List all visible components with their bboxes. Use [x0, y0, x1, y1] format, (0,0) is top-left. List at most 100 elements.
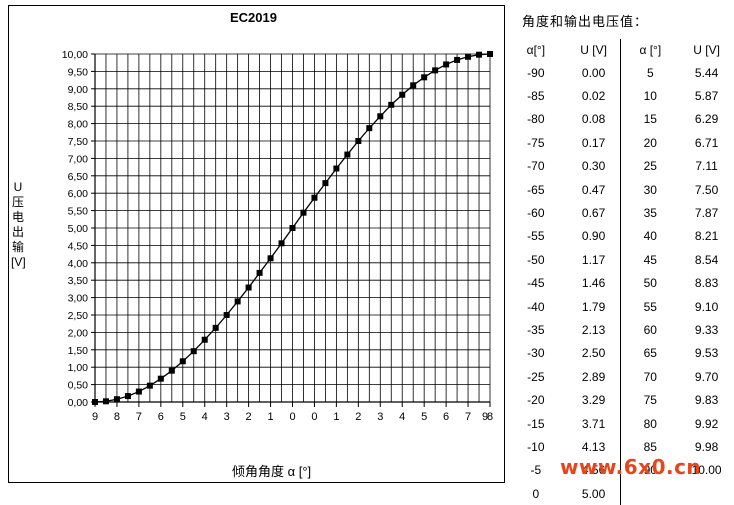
table-cell: -60	[527, 206, 545, 221]
table-row: -35 2.13 60 9.33	[505, 318, 734, 342]
table-cell: 30	[643, 182, 657, 197]
table-cell: 9.83	[694, 393, 719, 408]
table-cell: 50	[643, 276, 657, 291]
y-tick-label: 8,00	[68, 119, 89, 131]
x-tick-label: 1	[267, 411, 273, 423]
y-tick-label: 5,50	[68, 206, 89, 218]
data-point	[289, 225, 296, 231]
table-cell: 85	[643, 439, 657, 454]
x-tick-label: 6	[158, 411, 164, 423]
table-cell: 5.44	[694, 65, 719, 80]
y-tick-label: 4,00	[68, 258, 89, 270]
y-tick-label: 0,00	[68, 397, 89, 409]
x-tick-label: 5	[180, 411, 186, 423]
table-cell: 5	[646, 65, 654, 80]
data-point	[344, 151, 351, 158]
table-cell: 90	[643, 463, 657, 478]
data-point	[366, 125, 373, 132]
table-row: -5 4.56 90 10.00	[505, 458, 734, 483]
data-point	[454, 56, 461, 63]
chart-frame	[8, 5, 505, 483]
data-point	[157, 375, 164, 382]
table-row: -55 0.90 40 8.21	[505, 224, 734, 249]
data-point	[102, 398, 109, 405]
x-tick-label: 0	[311, 411, 317, 423]
table-cell: -40	[527, 299, 545, 314]
table-cell: 35	[643, 206, 657, 221]
table-cell: 9.10	[694, 299, 719, 314]
table-cell	[679, 482, 734, 505]
data-point	[421, 74, 428, 81]
table-cell: 7.50	[694, 182, 719, 197]
data-point	[476, 51, 483, 58]
data-point	[135, 388, 142, 395]
chart-title: EC2019	[230, 10, 277, 25]
x-tick-label: 2	[246, 411, 252, 423]
table-cell: 5.00	[566, 482, 622, 505]
x-tick-label: 3	[224, 411, 230, 423]
table-cell: 45	[643, 252, 657, 267]
table-cell: 60	[643, 322, 657, 337]
x-tick-label: 7	[465, 411, 471, 423]
table-cell: -90	[527, 65, 545, 80]
table-row: -80 0.08 15 6.29	[505, 107, 734, 132]
table-row: -15 3.71 80 9.92	[505, 411, 734, 436]
table-cell: 0.30	[566, 154, 622, 178]
data-point	[124, 393, 131, 400]
x-tick-label: 9	[482, 411, 488, 423]
table-cell: 9.33	[694, 322, 719, 337]
y-tick-label: 10,00	[62, 49, 88, 61]
table-cell: -45	[527, 276, 545, 291]
table-cell: 8.83	[694, 276, 719, 291]
data-point	[432, 67, 439, 74]
data-point	[443, 61, 450, 68]
table-cell: 55	[643, 299, 657, 314]
table-row: -50 1.17 45 8.54	[505, 248, 734, 272]
table-cell: -65	[527, 182, 545, 197]
table-cell: 4.56	[566, 458, 622, 483]
table-cell: 15	[643, 112, 657, 127]
x-tick-label: 5	[421, 411, 427, 423]
y-tick-label: 2,50	[68, 310, 89, 322]
table-title: 角度和输出电压值：	[522, 14, 649, 29]
table-cell: -75	[527, 135, 545, 150]
table-cell: 20	[643, 135, 657, 150]
table-cell: 6.29	[694, 112, 719, 127]
table-cell: 0.90	[566, 224, 622, 249]
y-tick-label: 3,50	[68, 275, 89, 287]
table-cell: 9.92	[694, 416, 719, 431]
y-tick-label: 2,00	[68, 327, 89, 339]
table-cell: 0.17	[566, 131, 622, 155]
table-row: -40 1.79 55 9.10	[505, 294, 734, 319]
table-cell: -50	[527, 252, 545, 267]
y-tick-label: 6,50	[68, 171, 89, 183]
table-cell: 9.53	[694, 346, 719, 361]
table-cell: 2.13	[566, 318, 622, 342]
table-cell: 4.13	[566, 435, 622, 459]
table-cell	[621, 482, 679, 505]
data-point	[300, 209, 307, 216]
data-point	[388, 101, 395, 108]
data-point	[410, 82, 417, 89]
table-cell: 0.67	[566, 201, 622, 225]
table-cell: 6.71	[694, 135, 719, 150]
table-cell: 25	[643, 159, 657, 174]
x-tick-label: 4	[202, 411, 208, 423]
table-cell: 9.98	[694, 439, 719, 454]
table-cell: 9.70	[694, 369, 719, 384]
table-cell: 75	[643, 393, 657, 408]
data-point	[487, 51, 493, 57]
x-tick-label: 1	[333, 411, 339, 423]
header-voltage-2: U [V]	[693, 43, 720, 57]
data-point	[212, 324, 219, 331]
x-tick-label: 0	[289, 411, 295, 423]
table-cell: 7.87	[694, 206, 719, 221]
data-point	[190, 348, 197, 355]
table-cell: 80	[643, 416, 657, 431]
table-cell: 0.08	[566, 107, 622, 132]
table-row: -90 0.00 5 5.44	[505, 61, 734, 85]
table-row: -70 0.30 25 7.11	[505, 154, 734, 178]
data-point	[322, 180, 329, 187]
table-cell: -80	[527, 112, 545, 127]
table-cell: 2.50	[566, 341, 622, 366]
